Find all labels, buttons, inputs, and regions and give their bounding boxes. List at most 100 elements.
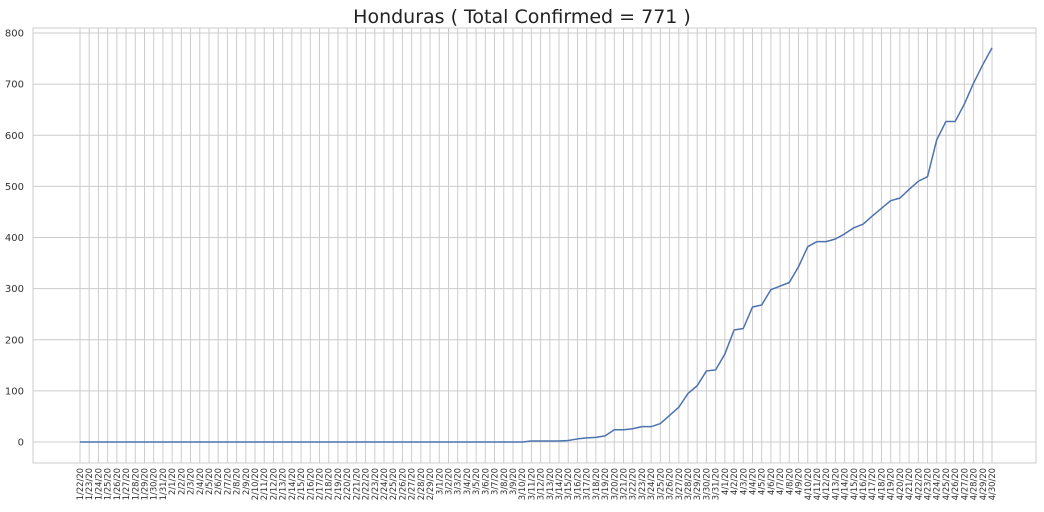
x-tick-label: 1/24/20 [93,468,103,500]
y-tick-label: 800 [5,29,24,40]
x-tick-label: 1/30/20 [149,468,159,500]
y-tick-label: 0 [18,438,24,449]
x-tick-label: 2/3/20 [186,468,196,495]
x-tick-label: 2/18/20 [324,468,334,500]
x-tick-label: 2/2/20 [176,468,186,495]
y-tick-label: 500 [5,182,24,193]
x-tick-label: 4/4/20 [747,468,757,495]
x-tick-label: 3/10/20 [517,468,527,500]
x-tick-label: 2/19/20 [333,468,343,500]
x-tick-label: 4/30/20 [987,468,997,500]
x-tick-label: 2/8/20 [232,468,242,495]
x-tick-label: 2/24/20 [379,468,389,500]
x-tick-label: 3/23/20 [637,468,647,500]
x-tick-label: 3/22/20 [628,468,638,500]
x-tick-label: 3/17/20 [582,468,592,500]
x-tick-label: 1/29/20 [139,468,149,500]
x-tick-label: 3/13/20 [545,468,555,500]
x-tick-label: 4/27/20 [959,468,969,500]
x-tick-label: 3/30/20 [701,468,711,500]
x-tick-label: 1/31/20 [158,468,168,500]
x-tick-label: 3/3/20 [453,468,463,495]
x-tick-label: 3/18/20 [591,468,601,500]
y-tick-label: 400 [5,233,24,244]
x-tick-label: 4/19/20 [886,468,896,500]
y-tick-label: 200 [5,335,24,346]
total-confirmed-line [80,47,993,443]
x-tick-label: 4/24/20 [932,468,942,500]
x-tick-label: 2/25/20 [388,468,398,500]
plot-frame [32,27,1037,464]
x-tick-label: 3/21/20 [619,468,629,500]
x-tick-label: 4/12/20 [821,468,831,500]
x-tick-label: 4/22/20 [913,468,923,500]
y-tick-label: 100 [5,386,24,397]
x-tick-labels: 1/22/20 1/23/20 1/24/20 1/25/20 1/26/20 1/27/… [75,468,997,500]
x-tick-label: 4/7/20 [775,468,785,495]
x-tick-label: 1/25/20 [103,468,113,500]
x-tick-label: 4/21/20 [904,468,914,500]
x-tick-label: 4/3/20 [738,468,748,495]
x-tick-label: 3/14/20 [554,468,564,500]
y-tick-label: 700 [5,80,24,91]
x-tick-label: 3/29/20 [692,468,702,500]
x-tick-label: 3/12/20 [536,468,546,500]
x-tick-label: 3/2/20 [443,468,453,495]
x-tick-label: 4/1/20 [720,468,730,495]
x-tick-label: 4/2/20 [729,468,739,495]
x-tick-label: 4/8/20 [784,468,794,495]
x-tick-label: 3/9/20 [508,468,518,495]
x-tick-label: 4/15/20 [849,468,859,500]
x-tick-label: 3/6/20 [480,468,490,495]
y-tick-label: 300 [5,284,24,295]
x-tick-label: 2/12/20 [268,468,278,500]
x-tick-label: 2/1/20 [167,468,177,495]
x-tick-label: 4/17/20 [867,468,877,500]
x-tick-label: 3/24/20 [646,468,656,500]
x-tick-label: 2/28/20 [416,468,426,500]
x-tick-label: 3/27/20 [674,468,684,500]
x-tick-label: 4/16/20 [858,468,868,500]
x-tick-label: 3/20/20 [609,468,619,500]
x-tick-label: 4/13/20 [830,468,840,500]
x-tick-label: 3/8/20 [499,468,509,495]
x-tick-label: 4/29/20 [978,468,988,500]
x-tick-label: 3/16/20 [572,468,582,500]
x-tick-label: 4/28/20 [969,468,979,500]
x-tick-label: 4/10/20 [803,468,813,500]
x-tick-label: 2/27/20 [407,468,417,500]
x-tick-label: 2/26/20 [397,468,407,500]
x-tick-label: 4/18/20 [876,468,886,500]
x-tick-label: 3/31/20 [711,468,721,500]
x-tick-label: 4/14/20 [840,468,850,500]
x-tick-label: 3/7/20 [490,468,500,495]
x-tick-label: 4/9/20 [794,468,804,495]
x-tick-label: 2/17/20 [315,468,325,500]
y-gridlines [33,32,1036,443]
x-tick-label: 4/23/20 [923,468,933,500]
x-tick-label: 2/6/20 [213,468,223,495]
x-tick-label: 3/25/20 [655,468,665,500]
x-tick-label: 2/29/20 [425,468,435,500]
y-tick-label: 600 [5,131,24,142]
x-tick-label: 1/22/20 [75,468,85,500]
x-tick-label: 2/7/20 [222,468,232,495]
x-tick-label: 4/25/20 [941,468,951,500]
x-tick-label: 3/28/20 [683,468,693,500]
x-tick-label: 3/4/20 [462,468,472,495]
chart-title: Honduras ( Total Confirmed = 771 ) [353,6,691,28]
x-tick-label: 2/5/20 [204,468,214,495]
x-tick-label: 2/11/20 [259,468,269,500]
x-tick-label: 2/9/20 [241,468,251,495]
x-tick-label: 1/26/20 [112,468,122,500]
x-tick-label: 4/20/20 [895,468,905,500]
x-tick-label: 4/6/20 [766,468,776,495]
x-tick-label: 3/15/20 [563,468,573,500]
x-tick-label: 3/1/20 [434,468,444,495]
x-tick-label: 4/5/20 [757,468,767,495]
x-tick-label: 3/26/20 [665,468,675,500]
x-tick-label: 2/23/20 [370,468,380,500]
x-tick-label: 1/27/20 [121,468,131,500]
x-tick-label: 4/26/20 [950,468,960,500]
